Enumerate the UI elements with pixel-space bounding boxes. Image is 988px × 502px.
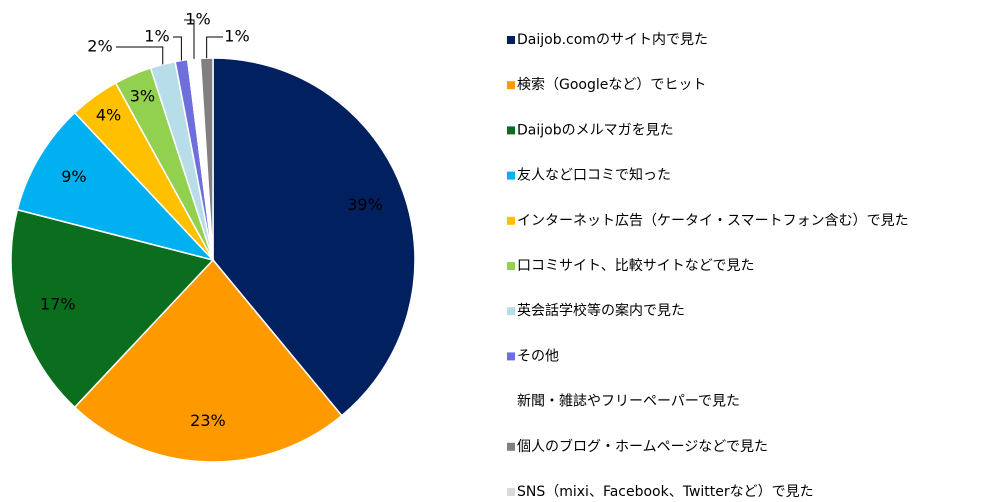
data-label: 1% [185, 10, 210, 29]
legend-swatch [507, 307, 515, 316]
legend-label: 検索（Googleなど）でヒット [517, 76, 706, 93]
leader-line [184, 19, 195, 59]
legend-label: 個人のブログ・ホームページなどで見た [517, 438, 768, 455]
legend-label: 口コミサイト、比較サイトなどで見た [517, 258, 754, 274]
legend-swatch [507, 36, 515, 44]
pie-slice [73, 258, 343, 463]
pie-slice [212, 57, 416, 417]
legend-label: 新聞・雑誌やフリーペーパーで見た [517, 394, 740, 410]
data-label: 1% [144, 27, 169, 46]
legend-label: SNS（mixi、Facebook、Twitterなど）で見た [517, 484, 814, 500]
legend-label: Daijobのメルマガを見た [517, 122, 674, 138]
data-label: 9% [61, 167, 86, 186]
pie-slice [16, 111, 216, 262]
pie-slice [10, 208, 215, 409]
leader-line [116, 46, 164, 65]
legend-label: その他 [517, 348, 559, 364]
data-label: 39% [347, 195, 383, 214]
legend-swatch [507, 216, 515, 225]
leader-line [173, 36, 182, 61]
legend-swatch [507, 397, 515, 406]
data-label: 17% [40, 295, 76, 314]
legend-label: 友人など口コミで知った [517, 167, 671, 184]
legend-swatch [507, 126, 515, 135]
data-label: 1% [224, 27, 249, 46]
legend-label: 英会話学校等の案内で見た [517, 302, 685, 319]
legend-swatch [507, 488, 515, 496]
legend-label: Daijob.comのサイト内で見た [517, 32, 708, 48]
data-label: 2% [87, 37, 112, 56]
legend-swatch [507, 171, 515, 180]
legend-swatch [507, 262, 515, 270]
data-label: 23% [190, 411, 226, 430]
legend-swatch [507, 352, 515, 361]
leader-line [206, 36, 223, 59]
legend-swatch [507, 81, 515, 90]
legend-label: インターネット広告（ケータイ・スマートフォン含む）で見た [517, 213, 909, 229]
data-label: 3% [130, 86, 155, 105]
legend-swatch [507, 442, 515, 451]
data-label: 4% [96, 106, 121, 125]
